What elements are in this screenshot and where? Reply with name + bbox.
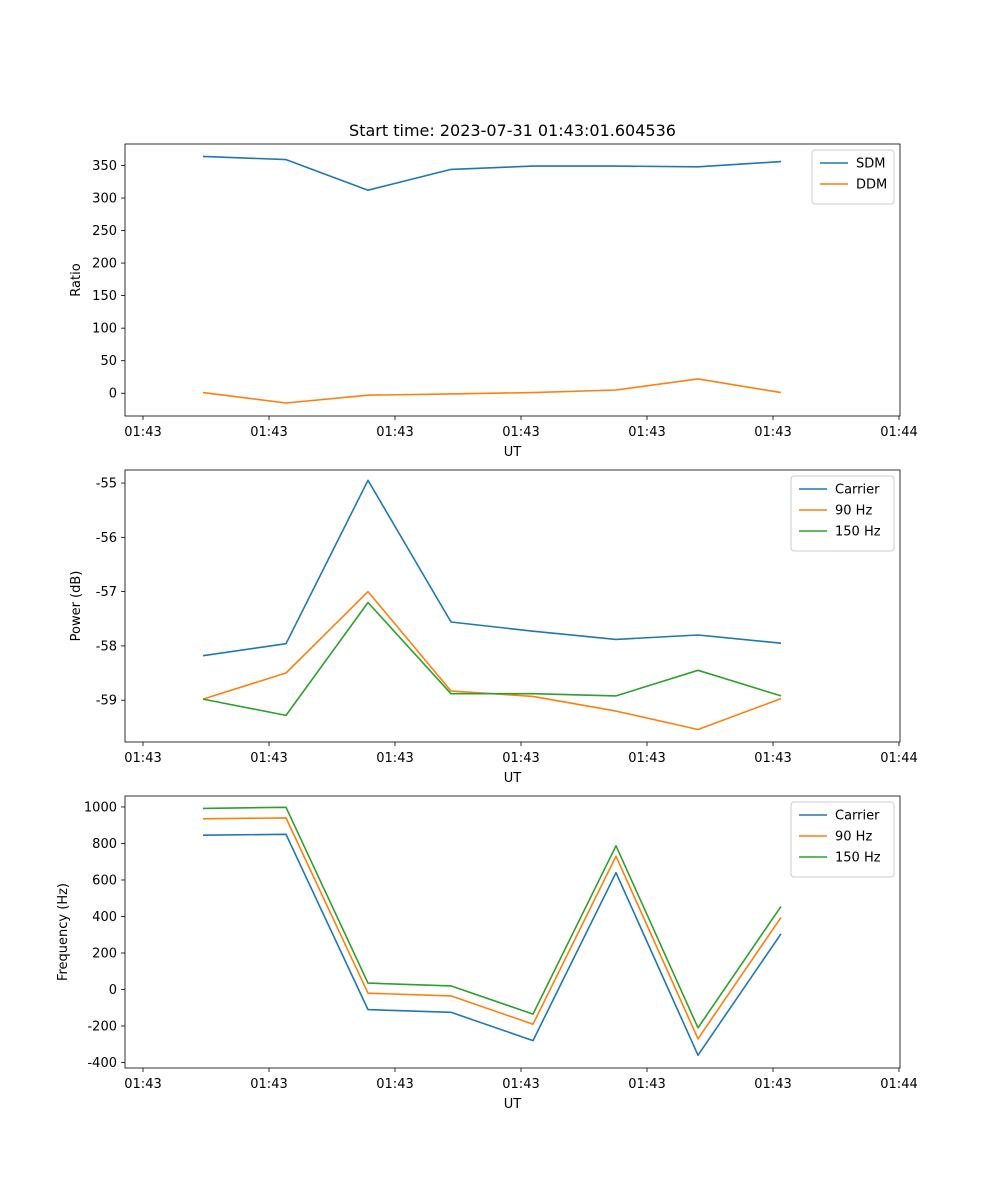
y-tick-label: -200: [87, 1020, 117, 1035]
y-tick-label: -400: [87, 1056, 117, 1071]
plot-frame: [124, 469, 901, 743]
y-axis-label: Ratio: [69, 263, 84, 296]
y-tick-label: 100: [92, 322, 117, 337]
frequency-panel: 01:43 01:43 01:43 01:43 01:43 01:43 01:44 -400 -…: [56, 795, 918, 1112]
y-tick-label: 200: [92, 257, 117, 272]
x-tick-label: 01:43: [754, 751, 791, 766]
series-line-carrier: [202, 833, 782, 1056]
x-tick-label: 01:43: [502, 425, 539, 440]
y-axis-label: Frequency (Hz): [56, 883, 71, 981]
x-tick-label: 01:43: [376, 425, 413, 440]
x-tick-label: 01:43: [754, 1077, 791, 1092]
series-line-carrier: [202, 479, 782, 657]
x-tick-label: 01:43: [502, 751, 539, 766]
x-tick-label: 01:43: [628, 751, 665, 766]
x-tick-label: 01:43: [502, 1077, 539, 1092]
legend-label: 90 Hz: [835, 830, 872, 845]
y-tick-label: 50: [100, 354, 117, 369]
y-tick-label: 800: [92, 837, 117, 852]
x-tick-label: 01:43: [628, 425, 665, 440]
x-axis-label: UT: [504, 771, 522, 786]
y-tick-label: -56: [96, 531, 117, 546]
x-tick-label: 01:43: [628, 1077, 665, 1092]
x-tick-label: 01:43: [250, 751, 287, 766]
x-tick-label: 01:43: [376, 751, 413, 766]
y-tick-label: 300: [92, 192, 117, 207]
series-line-ddm: [202, 378, 782, 404]
series-line-150-hz: [202, 806, 782, 1029]
legend-label: Carrier: [835, 809, 880, 824]
plot-frame: [124, 795, 901, 1069]
series-line-sdm: [202, 155, 782, 191]
plot-frame: [124, 143, 901, 417]
x-tick-label: 01:44: [880, 751, 917, 766]
chart-title: Start time: 2023-07-31 01:43:01.604536: [349, 121, 676, 140]
y-tick-label: 400: [92, 910, 117, 925]
series-line-90-hz: [202, 817, 782, 1040]
y-tick-label: -59: [96, 694, 117, 709]
x-tick-label: 01:43: [250, 1077, 287, 1092]
x-tick-label: 01:43: [376, 1077, 413, 1092]
legend-label: Carrier: [835, 483, 880, 498]
y-tick-label: 150: [92, 289, 117, 304]
y-tick-label: 600: [92, 873, 117, 888]
x-tick-label: 01:43: [754, 425, 791, 440]
y-tick-label: -55: [96, 477, 117, 492]
y-tick-label: -57: [96, 585, 117, 600]
y-tick-label: 0: [109, 983, 117, 998]
y-tick-label: 0: [109, 387, 117, 402]
y-tick-label: 250: [92, 224, 117, 239]
legend-label: 90 Hz: [835, 504, 872, 519]
y-tick-label: 1000: [84, 800, 117, 815]
x-tick-label: 01:43: [124, 751, 161, 766]
legend-label: SDM: [856, 157, 885, 172]
legend-box: [790, 801, 895, 878]
x-tick-label: 01:43: [250, 425, 287, 440]
y-tick-label: 200: [92, 946, 117, 961]
x-axis-label: UT: [504, 445, 522, 460]
x-tick-label: 01:43: [124, 425, 161, 440]
y-tick-label: -58: [96, 639, 117, 654]
power-panel: 01:43 01:43 01:43 01:43 01:43 01:43 01:44 -59 -5…: [69, 469, 918, 786]
legend-label: 150 Hz: [835, 851, 881, 866]
ratio-panel: Start time: 2023-07-31 01:43:01.60453601…: [69, 121, 918, 460]
series-line-150-hz: [202, 601, 782, 717]
x-axis-label: UT: [504, 1097, 522, 1112]
x-tick-label: 01:43: [124, 1077, 161, 1092]
y-axis-label: Power (dB): [69, 571, 84, 642]
legend-label: 150 Hz: [835, 525, 881, 540]
x-tick-label: 01:44: [880, 425, 917, 440]
legend-label: DDM: [856, 178, 887, 193]
y-tick-label: 350: [92, 159, 117, 174]
x-tick-label: 01:44: [880, 1077, 917, 1092]
legend-box: [790, 475, 895, 552]
